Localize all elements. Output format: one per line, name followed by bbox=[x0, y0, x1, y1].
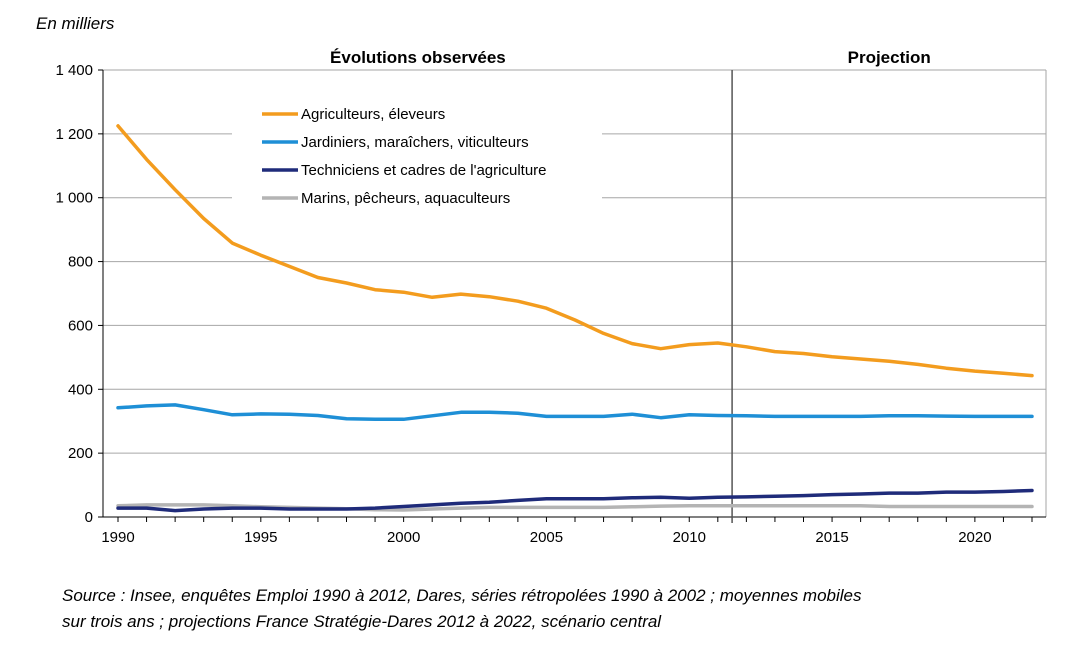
annotation-0: Évolutions observées bbox=[330, 48, 506, 67]
legend-label-3: Marins, pêcheurs, aquaculteurs bbox=[301, 190, 510, 207]
unit-label: En milliers bbox=[36, 14, 115, 33]
annotation-1: Projection bbox=[848, 48, 931, 67]
source-line-2: sur trois ans ; projections France Strat… bbox=[62, 612, 662, 631]
y-tick-label-600: 600 bbox=[68, 317, 93, 334]
x-tick-label-2005: 2005 bbox=[530, 529, 563, 546]
y-tick-label-800: 800 bbox=[68, 254, 93, 271]
annotations: Évolutions observées Projection bbox=[330, 48, 931, 67]
y-tick-label-400: 400 bbox=[68, 381, 93, 398]
series-line-0 bbox=[116, 124, 1034, 378]
legend: Agriculteurs, éleveurs Jardiniers, maraîc… bbox=[232, 86, 602, 208]
legend-label-2: Techniciens et cadres de l'agriculture bbox=[301, 162, 547, 179]
y-tick-label-1400: 1 400 bbox=[55, 62, 93, 79]
legend-label-0: Agriculteurs, éleveurs bbox=[301, 106, 445, 123]
source-line-1: Source : Insee, enquêtes Emploi 1990 à 2… bbox=[62, 586, 862, 605]
series-line-1 bbox=[116, 403, 1034, 422]
x-tick-label-2010: 2010 bbox=[673, 529, 706, 546]
x-tick-label-2000: 2000 bbox=[387, 529, 420, 546]
x-axis-ticks: 1990 1995 2000 2005 2010 2015 2020 bbox=[101, 517, 1033, 546]
series-lines bbox=[116, 124, 1034, 513]
series-line-2 bbox=[116, 488, 1034, 513]
x-tick-label-2020: 2020 bbox=[958, 529, 991, 546]
x-tick-label-2015: 2015 bbox=[815, 529, 848, 546]
y-tick-label-0: 0 bbox=[85, 509, 93, 526]
legend-background bbox=[232, 86, 602, 208]
y-tick-label-1200: 1 200 bbox=[55, 126, 93, 143]
x-tick-label-1990: 1990 bbox=[101, 529, 134, 546]
x-tick-label-1995: 1995 bbox=[244, 529, 277, 546]
y-tick-label-1000: 1 000 bbox=[55, 190, 93, 207]
y-axis-ticks: 0 200 400 600 800 1 000 1 200 1 400 bbox=[55, 62, 103, 526]
source-note: Source : Insee, enquêtes Emploi 1990 à 2… bbox=[62, 583, 1052, 635]
line-chart: 0 200 400 600 800 1 000 1 200 1 400 1990 1995 200… bbox=[55, 48, 1047, 546]
legend-label-1: Jardiniers, maraîchers, viticulteurs bbox=[301, 134, 529, 151]
y-tick-label-200: 200 bbox=[68, 445, 93, 462]
